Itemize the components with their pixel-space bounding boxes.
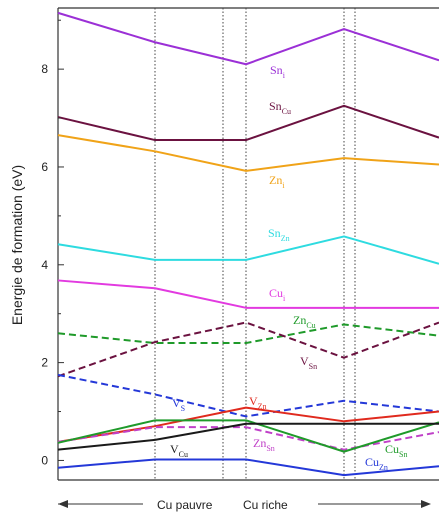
cu-pauvre-label: Cu pauvre — [157, 498, 213, 512]
series-line-cu-i — [57, 279, 439, 309]
y-axis-title: Energie de formation (eV) — [9, 165, 25, 325]
series-label-v-zn: VZn — [249, 394, 267, 411]
y-axis: 0 2 4 6 8 — [41, 19, 64, 467]
series-line-cu-zn — [57, 458, 439, 477]
series-line-sn-i — [57, 11, 439, 66]
series-line-sn-zn — [57, 235, 439, 265]
series-line-v-sn — [57, 321, 439, 378]
series-label-sn-zn: SnZn — [268, 226, 290, 243]
series-label-cu-zn: CuZn — [365, 455, 388, 472]
series-label-zn-cu: ZnCu — [293, 313, 316, 330]
series-line-v-zn — [57, 406, 439, 443]
cu-riche-label: Cu riche — [243, 498, 288, 512]
series-label-cu-sn: CuSn — [385, 442, 407, 459]
series-line-v-cu — [57, 422, 439, 451]
y-tick-label: 4 — [41, 258, 48, 272]
series-label-v-sn: VSn — [300, 354, 317, 371]
series-line-zn-cu — [57, 323, 439, 345]
series-label-v-cu: VCu — [170, 442, 188, 459]
series-lines — [57, 11, 439, 477]
series-label-zn-i: Zni — [269, 173, 285, 190]
y-tick-label: 8 — [41, 62, 48, 76]
series-line-sn-cu — [57, 104, 439, 142]
series-line-zn-sn — [57, 426, 439, 451]
series-labels: Sni SnCu Zni SnZn Cui ZnCu VSn VS VZn ZnSn CuSn VCu… — [170, 63, 407, 472]
series-label-zn-sn: ZnSn — [253, 436, 275, 453]
series-label-cu-i: Cui — [269, 286, 286, 303]
footer-arrow: Cu pauvre Cu riche — [58, 498, 431, 512]
y-tick-label: 2 — [41, 356, 48, 370]
y-tick-label: 0 — [41, 453, 48, 467]
series-line-zn-i — [57, 134, 439, 172]
series-line-v-s — [57, 373, 439, 418]
y-tick-label: 6 — [41, 160, 48, 174]
plot-frame — [57, 7, 439, 481]
right-arrowhead — [421, 500, 431, 508]
series-label-sn-cu: SnCu — [269, 99, 291, 116]
series-label-v-s: VS — [172, 396, 185, 413]
series-label-sn-i: Sni — [270, 63, 286, 80]
series-line-cu-sn — [57, 419, 439, 453]
left-arrowhead — [58, 500, 68, 508]
